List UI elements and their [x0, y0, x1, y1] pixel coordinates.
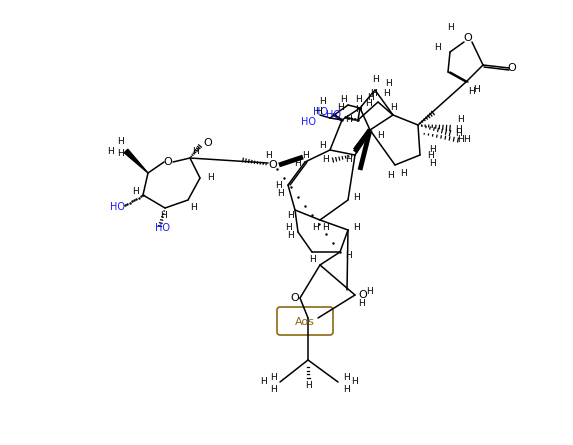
Text: H: H [473, 85, 480, 94]
Text: H: H [321, 155, 328, 165]
Text: O: O [269, 160, 277, 170]
Text: H: H [399, 169, 406, 178]
Text: H: H [312, 223, 319, 232]
Text: H: H [286, 231, 293, 239]
Text: HO: HO [110, 202, 125, 212]
Text: HO: HO [300, 117, 316, 127]
FancyBboxPatch shape [277, 307, 333, 335]
Text: H: H [305, 380, 311, 389]
Text: HO: HO [155, 223, 170, 233]
Text: H: H [343, 373, 350, 383]
Text: H: H [319, 141, 325, 150]
Text: H: H [352, 193, 359, 202]
Text: H: H [344, 155, 351, 165]
Text: H: H [270, 373, 276, 383]
Text: HO: HO [313, 107, 328, 117]
Text: O: O [464, 33, 472, 43]
Text: H: H [355, 96, 362, 105]
Text: H: H [454, 129, 461, 138]
Text: H: H [321, 223, 328, 232]
Text: H: H [352, 222, 359, 231]
Text: H: H [457, 116, 464, 125]
Text: O: O [508, 63, 516, 73]
Text: O: O [203, 138, 213, 148]
Text: H: H [285, 222, 292, 231]
Text: H: H [462, 135, 469, 145]
Text: H: H [117, 137, 123, 146]
Text: H: H [376, 130, 383, 139]
Text: H: H [277, 189, 284, 198]
Text: H: H [160, 211, 166, 221]
Text: H: H [309, 255, 315, 264]
Text: H: H [344, 251, 351, 259]
Text: H: H [315, 108, 321, 117]
Text: H: H [191, 146, 198, 155]
Text: H: H [107, 146, 113, 155]
Text: H: H [427, 150, 433, 159]
Text: H: H [340, 96, 346, 105]
Text: H: H [190, 203, 197, 213]
Polygon shape [124, 149, 148, 173]
Text: H: H [265, 151, 272, 161]
Text: O: O [291, 293, 299, 303]
Text: H: H [117, 149, 123, 158]
Text: H: H [390, 102, 397, 112]
Text: H: H [336, 104, 343, 113]
Text: H: H [132, 187, 138, 197]
Text: H: H [446, 24, 453, 32]
Text: H: H [370, 89, 376, 98]
Text: H: H [387, 170, 394, 179]
Text: H: H [434, 44, 441, 53]
Text: HO: HO [325, 110, 340, 120]
Text: H: H [270, 385, 276, 395]
Text: H: H [344, 116, 351, 125]
Text: H: H [468, 88, 474, 97]
Text: H: H [429, 158, 435, 167]
Text: H: H [366, 287, 372, 296]
Text: H: H [319, 97, 325, 106]
Text: H: H [293, 159, 300, 169]
Text: H: H [372, 76, 378, 85]
Text: H: H [429, 146, 435, 154]
Text: H: H [343, 385, 350, 395]
Text: O: O [359, 290, 367, 300]
Text: H: H [383, 89, 390, 98]
Text: H: H [274, 181, 281, 190]
Text: H: H [367, 93, 374, 102]
Text: H: H [358, 299, 364, 307]
Text: H: H [301, 151, 308, 161]
Text: H: H [260, 377, 266, 387]
Text: H: H [207, 174, 213, 182]
Text: H: H [351, 377, 358, 387]
Text: Aos: Aos [295, 317, 315, 327]
Text: H: H [364, 98, 371, 108]
Text: H: H [457, 135, 464, 145]
Text: H: H [355, 105, 362, 114]
Text: H: H [454, 125, 461, 134]
Text: O: O [164, 157, 172, 167]
Text: H: H [384, 80, 391, 89]
Text: H: H [286, 210, 293, 219]
